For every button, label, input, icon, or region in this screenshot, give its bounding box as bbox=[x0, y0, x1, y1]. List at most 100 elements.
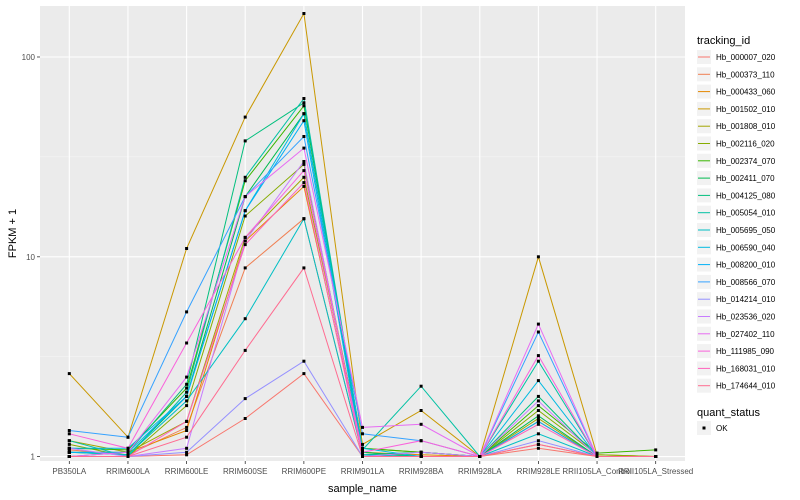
data-point bbox=[361, 446, 364, 450]
data-point bbox=[185, 386, 189, 390]
data-point bbox=[126, 435, 130, 439]
legend-label: Hb_008200_010 bbox=[716, 261, 776, 270]
data-point bbox=[126, 453, 130, 457]
data-point bbox=[243, 139, 247, 143]
data-point bbox=[126, 455, 130, 458]
data-point bbox=[361, 450, 364, 454]
data-point bbox=[302, 101, 306, 105]
data-point bbox=[536, 330, 540, 334]
data-point bbox=[419, 409, 423, 412]
data-point bbox=[67, 439, 71, 443]
data-point bbox=[595, 453, 599, 457]
data-point bbox=[302, 12, 306, 15]
legend-label: Hb_111985_090 bbox=[716, 347, 775, 356]
legend-label: Hb_001808_010 bbox=[716, 122, 776, 131]
data-point bbox=[302, 97, 306, 100]
data-point bbox=[243, 417, 247, 420]
data-point bbox=[185, 453, 189, 457]
data-point bbox=[536, 399, 540, 403]
data-point bbox=[302, 266, 306, 270]
data-point bbox=[67, 372, 71, 376]
data-point bbox=[536, 422, 540, 426]
legend-label: Hb_000007_020 bbox=[716, 53, 776, 62]
data-point bbox=[185, 394, 189, 398]
legend-label: Hb_168031_010 bbox=[716, 364, 776, 373]
legend-items: Hb_000007_020 Hb_000373_110 Hb_000433_060 H… bbox=[697, 50, 776, 393]
data-point bbox=[419, 384, 423, 388]
x-tick-label: RRIM928LA bbox=[458, 467, 502, 476]
data-point bbox=[536, 394, 540, 398]
y-axis-title: FPKM + 1 bbox=[7, 209, 19, 258]
data-points bbox=[67, 12, 658, 458]
data-point bbox=[419, 453, 423, 457]
y-tick-label: 100 bbox=[22, 53, 36, 62]
x-tick-label: RRIM901LA bbox=[341, 467, 385, 476]
x-tick-label: RRIM928BA bbox=[399, 467, 444, 476]
data-point bbox=[536, 419, 540, 423]
data-point bbox=[361, 425, 364, 429]
y-tick-label: 1 bbox=[31, 453, 36, 462]
data-point bbox=[67, 448, 71, 452]
legend-label-status: OK bbox=[716, 424, 728, 433]
data-point bbox=[536, 255, 540, 259]
legend-label: Hb_005695_050 bbox=[716, 226, 776, 235]
data-point bbox=[243, 115, 247, 119]
data-point bbox=[302, 181, 306, 185]
legend-label: Hb_002374_070 bbox=[716, 157, 776, 166]
data-point bbox=[302, 112, 306, 116]
data-point bbox=[536, 354, 540, 358]
data-point bbox=[243, 239, 247, 243]
data-point bbox=[243, 235, 247, 239]
data-point bbox=[126, 448, 130, 452]
legend-label: Hb_002411_070 bbox=[716, 174, 775, 183]
x-tick-label: RRIM928LE bbox=[517, 467, 561, 476]
data-point bbox=[126, 450, 130, 454]
legend: tracking_id Hb_000007_020Hb_000373_110Hb… bbox=[697, 35, 776, 435]
legend-label: Hb_002116_020 bbox=[716, 140, 775, 149]
legend-title-tracking: tracking_id bbox=[697, 35, 750, 47]
data-point bbox=[302, 359, 306, 363]
y-tick-label: 10 bbox=[26, 253, 35, 262]
data-point bbox=[536, 432, 540, 436]
data-point bbox=[243, 243, 247, 247]
legend-label: Hb_174644_010 bbox=[716, 382, 776, 391]
data-point bbox=[67, 429, 71, 432]
legend-label: Hb_023536_020 bbox=[716, 313, 776, 322]
data-point bbox=[185, 375, 189, 379]
data-point bbox=[243, 209, 247, 213]
data-point bbox=[243, 348, 247, 352]
data-point bbox=[419, 450, 423, 454]
data-point bbox=[419, 439, 423, 443]
data-point bbox=[302, 146, 306, 150]
data-point bbox=[361, 432, 364, 436]
data-point bbox=[67, 442, 71, 446]
data-point bbox=[302, 104, 306, 108]
data-point bbox=[185, 247, 189, 250]
data-point bbox=[243, 179, 247, 183]
data-point bbox=[595, 455, 599, 458]
data-point bbox=[302, 160, 306, 163]
data-point bbox=[243, 266, 247, 270]
data-point bbox=[185, 404, 189, 408]
data-point bbox=[536, 446, 540, 450]
x-tick-label: RRII105LA_Stressed bbox=[618, 467, 693, 476]
legend-label: Hb_008566_070 bbox=[716, 278, 776, 287]
y-axis: 1 10 100 bbox=[22, 53, 40, 462]
data-point bbox=[243, 397, 247, 401]
legend-label: Hb_001502_010 bbox=[716, 105, 776, 114]
data-point bbox=[536, 439, 540, 443]
data-point bbox=[302, 372, 306, 376]
data-point bbox=[302, 217, 306, 221]
data-point bbox=[243, 317, 247, 321]
x-axis: PB350LA RRIM600LA RRIM600LE RRIM600SE RRIM60… bbox=[52, 461, 693, 476]
data-point bbox=[419, 455, 423, 458]
x-tick-label: RRIM600LE bbox=[165, 467, 209, 476]
data-point bbox=[67, 455, 71, 458]
x-tick-label: RRIM600PE bbox=[282, 467, 326, 476]
data-point bbox=[361, 453, 364, 457]
x-axis-title: sample_name bbox=[328, 483, 397, 495]
legend-label: Hb_005054_010 bbox=[716, 209, 776, 218]
data-point bbox=[185, 310, 189, 314]
data-point bbox=[185, 450, 189, 454]
data-point bbox=[302, 169, 306, 173]
